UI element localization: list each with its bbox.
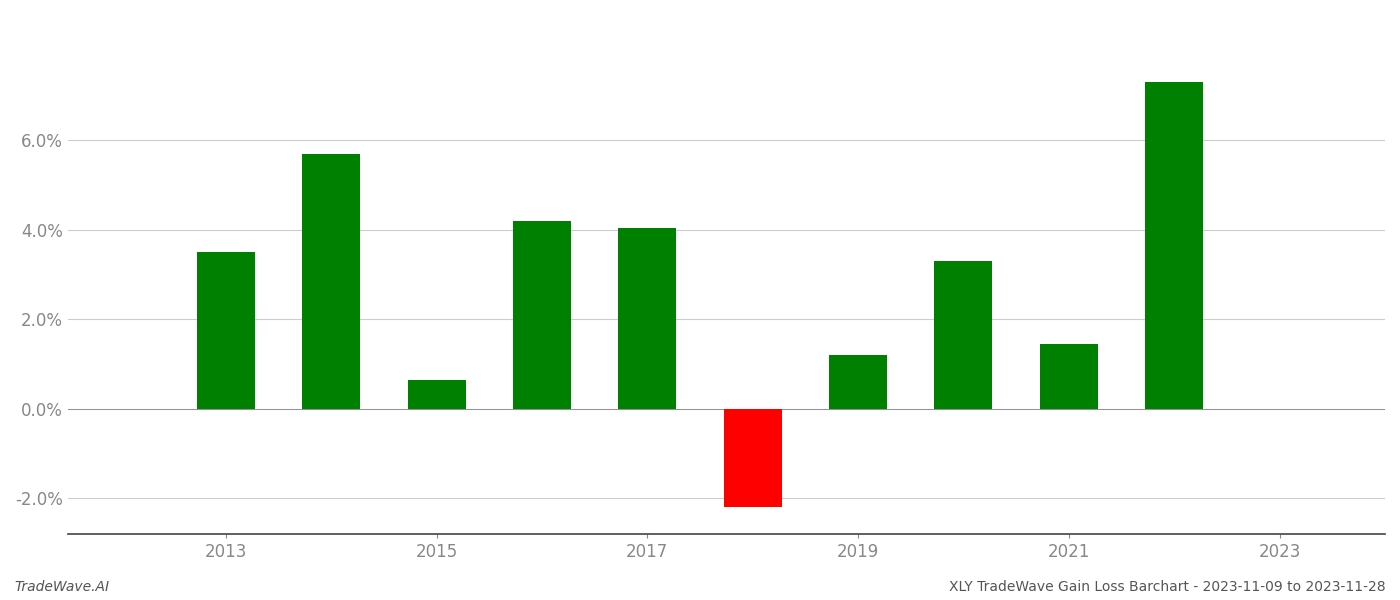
Bar [302, 154, 360, 409]
Bar [1145, 82, 1203, 409]
Bar [619, 227, 676, 409]
Bar [1040, 344, 1098, 409]
Bar [512, 221, 571, 409]
Bar [934, 261, 993, 409]
Text: TradeWave.AI: TradeWave.AI [14, 580, 109, 594]
Bar [407, 380, 466, 409]
Bar [724, 409, 781, 507]
Text: XLY TradeWave Gain Loss Barchart - 2023-11-09 to 2023-11-28: XLY TradeWave Gain Loss Barchart - 2023-… [949, 580, 1386, 594]
Bar [197, 252, 255, 409]
Bar [829, 355, 888, 409]
